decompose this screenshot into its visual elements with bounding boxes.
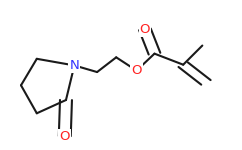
Text: O: O — [131, 64, 142, 77]
Text: N: N — [69, 59, 79, 72]
Text: O: O — [60, 130, 70, 143]
Text: O: O — [140, 23, 150, 36]
